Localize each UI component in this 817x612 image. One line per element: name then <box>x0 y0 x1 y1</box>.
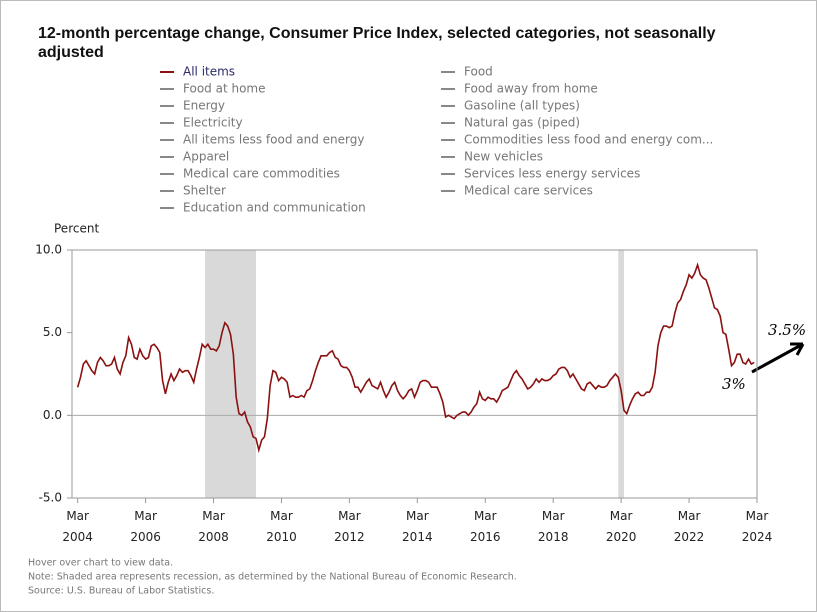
legend-label: All items <box>183 65 235 79</box>
annotation: 3.5% <box>768 321 806 339</box>
legend-item[interactable]: Medical care commodities <box>160 167 340 181</box>
legend-label: Education and communication <box>183 201 366 215</box>
x-tick-label: Mar 2020 <box>606 509 637 544</box>
legend-item[interactable]: Education and communication <box>160 201 366 215</box>
x-tick-label: Mar 2010 <box>266 509 297 544</box>
legend-item[interactable]: Food at home <box>160 82 265 96</box>
x-tick-label: Mar 2004 <box>62 509 93 544</box>
legend-item[interactable]: Services less energy services <box>441 167 640 181</box>
legend-label: All items less food and energy <box>183 133 364 147</box>
legend-label: Electricity <box>183 116 243 130</box>
legend-label: Shelter <box>183 184 226 198</box>
y-tick-label: -5.0 <box>39 491 62 505</box>
y-axis-label: Percent <box>54 222 99 236</box>
footnote: Hover over chart to view data. <box>28 558 173 569</box>
recession-band <box>618 250 624 498</box>
y-tick-label: 10.0 <box>35 243 62 257</box>
series-line <box>76 262 755 454</box>
footnote: Note: Shaded area represents recession, … <box>28 572 517 583</box>
x-tick-label: Mar 2024 <box>742 509 773 544</box>
legend-label: Apparel <box>183 150 229 164</box>
x-tick-label: Mar 2016 <box>470 509 501 544</box>
legend-label: Services less energy services <box>464 167 640 181</box>
legend-label: Medical care services <box>464 184 593 198</box>
legend-label: Natural gas (piped) <box>464 116 580 130</box>
x-tick-label: Mar 2018 <box>538 509 569 544</box>
legend-item[interactable]: Food away from home <box>441 82 598 96</box>
legend-label: Medical care commodities <box>183 167 340 181</box>
legend-item[interactable]: Electricity <box>160 116 243 130</box>
legend-item[interactable]: All items <box>160 65 235 79</box>
legend-item[interactable]: Medical care services <box>441 184 593 198</box>
x-tick-label: Mar 2022 <box>674 509 705 544</box>
legend-label: Food away from home <box>464 82 598 96</box>
y-tick-label: 0.0 <box>43 408 62 422</box>
footnote: Source: U.S. Bureau of Labor Statistics. <box>28 586 214 597</box>
legend-item[interactable]: Gasoline (all types) <box>441 99 580 113</box>
chart-title: 12-month percentage change, Consumer Pri… <box>38 25 716 61</box>
x-tick-label: Mar 2012 <box>334 509 365 544</box>
legend-item[interactable]: All items less food and energy <box>160 133 364 147</box>
annotation: 3% <box>722 375 746 393</box>
legend-item[interactable]: Apparel <box>160 150 229 164</box>
y-tick-label: 5.0 <box>43 325 62 339</box>
legend-item[interactable]: New vehicles <box>441 150 543 164</box>
recession-band <box>205 250 256 498</box>
legend-item[interactable]: Shelter <box>160 184 226 198</box>
x-tick-label: Mar 2014 <box>402 509 433 544</box>
legend-item[interactable]: Natural gas (piped) <box>441 116 580 130</box>
legend-label: New vehicles <box>464 150 543 164</box>
plot-frame <box>71 249 758 499</box>
legend-item[interactable]: Energy <box>160 99 225 113</box>
legend-label: Commodities less food and energy com... <box>464 133 713 147</box>
legend-label: Food <box>464 65 493 79</box>
x-tick-label: Mar 2008 <box>198 509 229 544</box>
annotation-arrow <box>751 342 805 374</box>
legend-label: Gasoline (all types) <box>464 99 580 113</box>
legend-label: Food at home <box>183 82 265 96</box>
x-tick-label: Mar 2006 <box>130 509 161 544</box>
legend-item[interactable]: Commodities less food and energy com... <box>441 133 713 147</box>
legend-item[interactable]: Food <box>441 65 493 79</box>
legend-label: Energy <box>183 99 225 113</box>
